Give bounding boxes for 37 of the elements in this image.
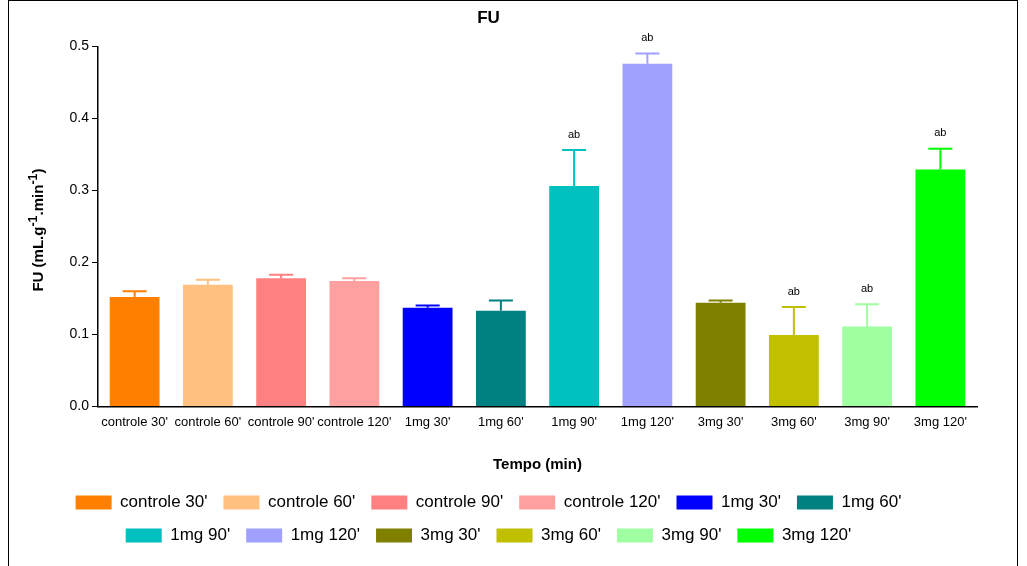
x-tick-label: 3mg 30' <box>697 413 744 429</box>
x-axis-title: Tempo (min) <box>493 455 582 473</box>
x-tick-label: 1mg 120' <box>620 413 674 429</box>
y-tick-label: 0.1 <box>69 325 90 342</box>
x-tick-label: 1mg 30' <box>404 413 451 429</box>
chart-title: FU <box>477 7 500 27</box>
annotation: ab <box>861 281 874 294</box>
x-tick-label: controle 30' <box>101 413 169 429</box>
legend-label: 1mg 90' <box>170 525 231 545</box>
annotation: ab <box>641 31 654 44</box>
y-tick-label: 0.4 <box>69 109 90 126</box>
y-tick-label: 0.0 <box>69 397 90 414</box>
annotation: ab <box>568 127 581 140</box>
legend-label: 3mg 30' <box>420 525 481 545</box>
legend-label: controle 30' <box>120 492 208 512</box>
y-tick-label: 0.3 <box>69 181 90 198</box>
y-tick-label: 0.5 <box>69 37 90 54</box>
legend-label: 1mg 120' <box>290 525 361 545</box>
x-tick-label: controle 120' <box>317 413 392 429</box>
x-tick-label: controle 90' <box>247 413 315 429</box>
legend-label: 1mg 30' <box>720 492 781 512</box>
legend-label: controle 60' <box>267 492 356 512</box>
x-tick-label: 3mg 90' <box>844 413 891 429</box>
legend-label: 3mg 90' <box>661 525 722 545</box>
x-tick-label: 1mg 90' <box>551 413 598 429</box>
legend-label: 3mg 60' <box>541 525 601 545</box>
x-tick-label: 1mg 60' <box>477 413 524 429</box>
legend-label: controle 120' <box>563 492 661 512</box>
y-tick-label: 0.2 <box>69 253 90 270</box>
x-tick-label: controle 60' <box>174 413 242 429</box>
legend-label: controle 90' <box>415 492 504 512</box>
x-tick-label: 3mg 60' <box>770 413 817 429</box>
legend-label: 3mg 120' <box>781 525 852 545</box>
annotation: ab <box>787 284 800 297</box>
annotation: ab <box>934 126 947 139</box>
legend-label: 1mg 60' <box>841 492 902 512</box>
x-tick-label: 3mg 120' <box>913 413 967 429</box>
